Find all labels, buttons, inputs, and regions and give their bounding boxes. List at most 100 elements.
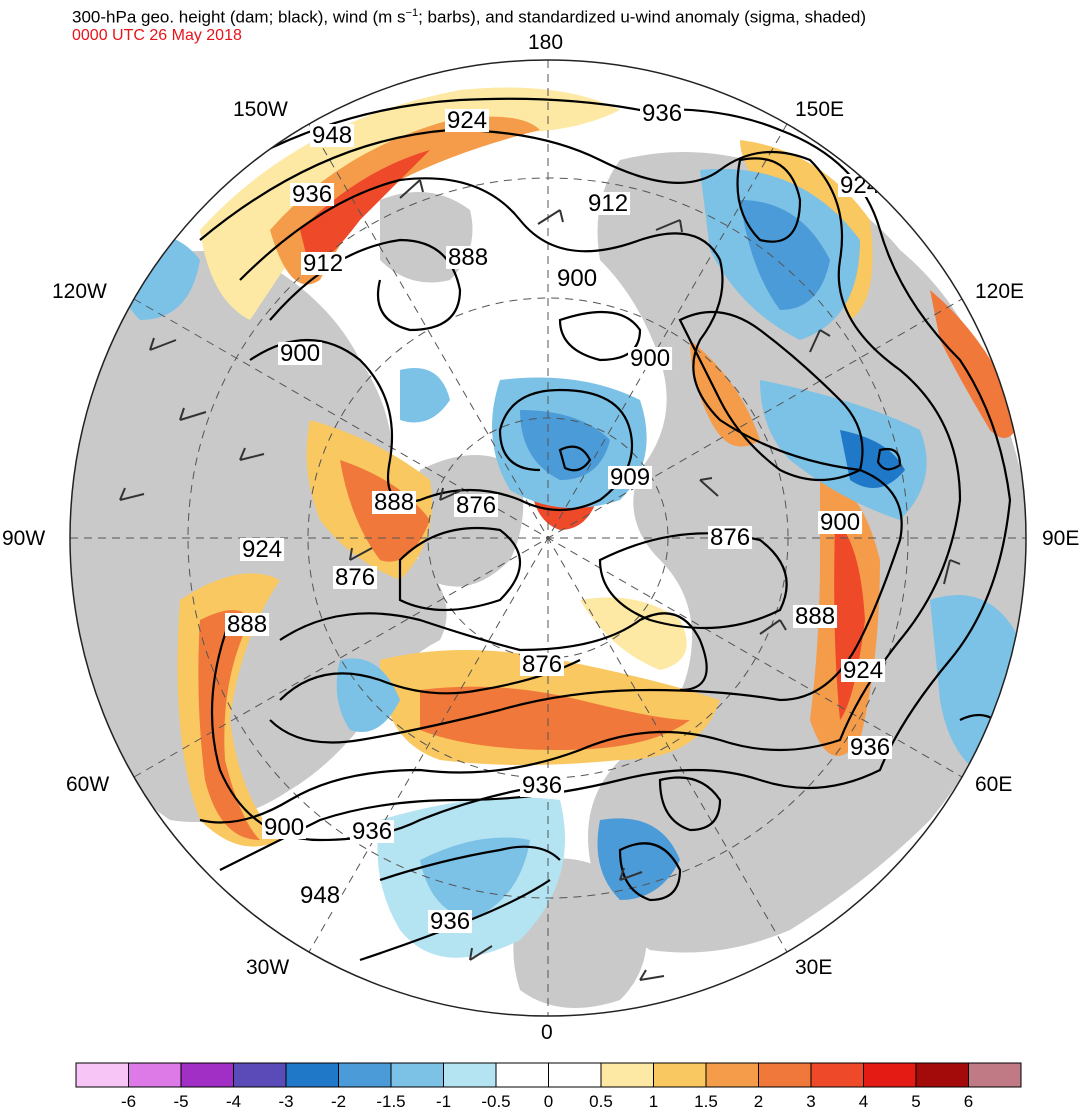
colorbar-swatch	[390, 1062, 444, 1088]
valid-time: 0000 UTC 26 May 2018	[72, 27, 242, 44]
colorbar-tick-label: -4	[226, 1092, 241, 1111]
contour-label-bg	[608, 466, 653, 489]
contour-label-bg	[708, 526, 753, 549]
contour-label: 924	[843, 657, 883, 684]
lon-label-90e: 90E	[1042, 527, 1080, 550]
contour-label-bg	[225, 613, 270, 636]
contour-label: 888	[795, 603, 835, 630]
colorbar-tick-label: -6	[121, 1092, 136, 1111]
contour-label-bg	[446, 246, 491, 269]
colorbar-tick-label: 0.5	[589, 1092, 613, 1111]
contour-label-bg	[841, 659, 886, 682]
contour-label: 909	[610, 464, 650, 491]
lon-label-60e: 60E	[975, 773, 1013, 796]
height-contours	[169, 97, 1022, 962]
lon-label-120e: 120E	[975, 280, 1025, 303]
colorbar-swatch	[443, 1062, 497, 1088]
colorbar-tick-label: -5	[173, 1092, 188, 1111]
graticule	[70, 60, 1026, 1016]
colorbar-tick-label: -2	[331, 1092, 346, 1111]
contour-label-bg	[310, 124, 355, 147]
contour-label: 888	[448, 244, 488, 271]
colorbar-tick-label: 3	[806, 1092, 815, 1111]
lon-label-30e: 30E	[795, 956, 833, 979]
contour-label-bg	[818, 511, 863, 534]
contour-label-bg	[301, 252, 346, 275]
contour-label: 948	[300, 882, 340, 909]
lon-label-60w: 60W	[66, 773, 110, 796]
colorbar-swatch	[75, 1062, 129, 1088]
colorbar-tick-label: -0.5	[481, 1092, 510, 1111]
contour-label: 888	[374, 489, 414, 516]
lon-label-180: 180	[528, 31, 564, 54]
colorbar-swatch	[285, 1062, 339, 1088]
contour-label: 948	[312, 122, 352, 149]
colorbar-tick-label: -1	[436, 1092, 451, 1111]
colorbar-tick-label: 5	[911, 1092, 920, 1111]
map-title: 300-hPa geo. height (dam; black), wind (…	[72, 7, 867, 27]
colorbar-swatch	[233, 1062, 287, 1088]
contour-label: 876	[335, 564, 375, 591]
contour-label-bg	[333, 566, 378, 589]
contour-label-bg	[520, 653, 565, 676]
colorbar-swatch	[968, 1062, 1022, 1088]
contour-label: 924	[242, 536, 282, 563]
contour-label-bg	[640, 102, 685, 125]
contour-label: 900	[820, 509, 860, 536]
contour-label-bg	[372, 491, 417, 514]
map-boundary	[69, 59, 1027, 1017]
contour-label: 900	[630, 345, 670, 372]
contour-label-bg	[350, 820, 395, 843]
contour-label-bg	[628, 347, 673, 370]
contour-label: 900	[280, 340, 320, 367]
contour-label: 900	[557, 265, 597, 292]
contour-label-bg	[520, 774, 565, 797]
lon-label-90w: 90W	[2, 527, 46, 550]
contour-label-bg	[240, 538, 285, 561]
lon-label-0: 0	[541, 1021, 553, 1044]
contour-label-bg	[278, 342, 323, 365]
colorbar-swatch	[600, 1062, 654, 1088]
colorbar-swatch	[653, 1062, 707, 1088]
colorbar-tick-label: 2	[754, 1092, 763, 1111]
contour-label: 936	[430, 908, 470, 935]
contour-label: 876	[522, 651, 562, 678]
lon-label-150w: 150W	[233, 98, 288, 121]
contour-label-bg	[290, 183, 335, 206]
contour-label-bg	[428, 910, 473, 933]
colorbar: -6 -5 -4 -3 -2 -1.5 -1 -0.5 0 0.5 1 1.5 2 3 4 5 6	[75, 1062, 1022, 1111]
contour-label: 936	[352, 818, 392, 845]
colorbar-tick-label: 1.5	[694, 1092, 718, 1111]
colorbar-swatch	[338, 1062, 392, 1088]
colorbar-tick-label: 6	[964, 1092, 973, 1111]
colorbar-swatch	[705, 1062, 759, 1088]
lon-label-120w: 120W	[52, 280, 107, 303]
colorbar-swatch	[495, 1062, 549, 1088]
contour-label: 912	[588, 190, 628, 217]
contour-label: 936	[522, 772, 562, 799]
contour-label-bg	[262, 816, 307, 839]
contour-label: 936	[642, 100, 682, 127]
colorbar-swatch	[180, 1062, 234, 1088]
contour-label-bg	[555, 267, 600, 290]
lon-label-150e: 150E	[795, 98, 845, 121]
contour-label-bg	[848, 736, 893, 759]
contour-label: 912	[303, 250, 343, 277]
colorbar-swatch	[915, 1062, 969, 1088]
contour-label: 900	[264, 814, 304, 841]
colorbar-swatch	[758, 1062, 812, 1088]
contour-label: 876	[710, 524, 750, 551]
colorbar-swatch	[863, 1062, 917, 1088]
contour-label-bg	[454, 494, 499, 517]
contour-label-bg	[298, 884, 343, 907]
contour-labels: 948 924 936 936 912 924 888 912 900 900 …	[225, 100, 893, 935]
contour-label-bg	[445, 109, 490, 132]
colorbar-tick-label: 1	[649, 1092, 658, 1111]
colorbar-swatch	[128, 1062, 182, 1088]
contour-label: 936	[850, 734, 890, 761]
contour-label: 876	[456, 492, 496, 519]
colorbar-tick-label: -3	[278, 1092, 293, 1111]
contour-label: 936	[292, 181, 332, 208]
colorbar-swatch	[810, 1062, 864, 1088]
